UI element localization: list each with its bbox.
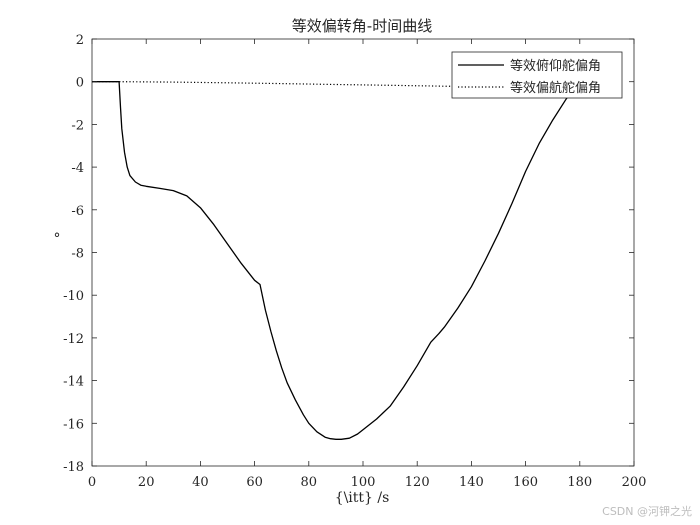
x-tick-label: 140 xyxy=(459,475,484,490)
y-tick-label: -16 xyxy=(63,417,84,432)
axes-box xyxy=(91,38,635,467)
legend-label-2: 等效偏航舵偏角 xyxy=(510,80,601,96)
y-tick-label: -8 xyxy=(71,247,84,262)
x-tick-label: 20 xyxy=(138,475,155,490)
legend-box xyxy=(451,51,623,99)
y-tick-label: -14 xyxy=(63,375,84,390)
x-tick-label: 80 xyxy=(301,475,318,490)
x-axis-label: {\itt} /s xyxy=(335,490,390,506)
x-tick-label: 60 xyxy=(246,475,263,490)
y-tick-label: -6 xyxy=(71,204,84,219)
y-tick-label: -10 xyxy=(63,289,84,304)
x-tick-label: 0 xyxy=(88,475,96,490)
x-tick-label: 180 xyxy=(567,475,592,490)
legend-label-1: 等效俯仰舵偏角 xyxy=(510,58,601,74)
y-tick-label: -18 xyxy=(63,460,84,475)
x-tick-label: 200 xyxy=(622,475,647,490)
y-tick-label: 0 xyxy=(76,76,84,91)
x-tick-label: 40 xyxy=(192,475,209,490)
x-axis: 0 20 40 60 80 100 120 140 160 180 200 xyxy=(88,39,647,490)
x-tick-label: 120 xyxy=(405,475,430,490)
x-tick-label: 100 xyxy=(351,475,376,490)
y-tick-label: -12 xyxy=(63,332,84,347)
y-tick-label: -2 xyxy=(71,118,84,133)
y-axis: 2 0 -2 -4 -6 -8 -10 -12 -14 -16 -18 xyxy=(63,33,634,475)
y-tick-label: -4 xyxy=(71,161,84,176)
chart-title: 等效偏转角-时间曲线 xyxy=(292,17,432,35)
y-tick-label: 2 xyxy=(76,33,84,48)
plot-area xyxy=(91,38,635,467)
series-line-1 xyxy=(92,81,575,440)
watermark: CSDN @河钾之光 xyxy=(602,505,692,518)
y-axis-label: ° xyxy=(54,231,61,247)
x-tick-label: 160 xyxy=(513,475,538,490)
